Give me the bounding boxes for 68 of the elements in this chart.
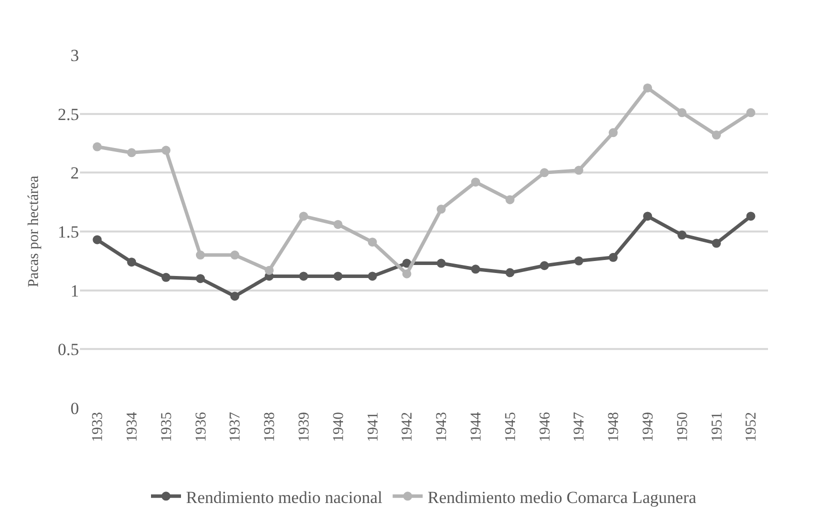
point xyxy=(402,269,412,278)
point xyxy=(230,292,240,301)
point xyxy=(506,268,514,278)
x-tick-label: 1949 xyxy=(640,412,656,442)
y-tick-label: 1 xyxy=(70,281,79,300)
point xyxy=(436,204,446,214)
point xyxy=(127,258,136,267)
x-tick-label: 1946 xyxy=(537,412,554,442)
point xyxy=(368,272,377,281)
point xyxy=(471,264,480,274)
point xyxy=(643,212,652,221)
point xyxy=(574,256,584,266)
point xyxy=(574,166,584,175)
point xyxy=(127,148,136,158)
x-tick-label: 1948 xyxy=(606,412,622,442)
point xyxy=(92,235,102,244)
y-tick-label: 0.5 xyxy=(58,340,79,360)
point xyxy=(299,212,308,221)
x-tick-label: 1943 xyxy=(434,412,450,442)
point xyxy=(471,178,480,187)
x-tick-label: 1947 xyxy=(572,412,588,442)
point xyxy=(608,128,618,138)
point xyxy=(230,250,240,260)
x-tick-label: 1952 xyxy=(744,412,760,442)
x-tick-label: 1940 xyxy=(330,412,347,442)
x-tick-label: 1939 xyxy=(296,412,312,442)
legend-label: Rendimiento medio nacional xyxy=(186,488,383,507)
x-tick-label: 1937 xyxy=(228,412,244,442)
x-tick-label: 1951 xyxy=(709,412,726,442)
point xyxy=(678,108,686,118)
point xyxy=(162,272,170,282)
legend-label: Rendimiento medio Comarca Lagunera xyxy=(428,488,697,507)
x-tick-label: 1945 xyxy=(502,412,519,442)
point xyxy=(506,195,514,204)
point xyxy=(746,108,756,118)
y-tick-label: 0 xyxy=(70,398,79,418)
point xyxy=(92,142,102,152)
point xyxy=(196,250,205,260)
y-tick-label: 2.5 xyxy=(58,104,79,124)
point xyxy=(643,83,652,92)
point xyxy=(162,146,170,155)
point xyxy=(678,230,686,240)
point xyxy=(196,274,205,284)
point xyxy=(608,252,618,262)
point xyxy=(540,168,549,178)
point xyxy=(368,238,377,247)
point xyxy=(712,130,721,140)
point xyxy=(299,272,308,281)
x-tick-label: 1934 xyxy=(124,412,140,442)
point xyxy=(264,266,274,275)
point xyxy=(334,220,342,229)
point xyxy=(712,238,721,248)
x-tick-label: 1944 xyxy=(468,412,484,442)
y-tick-label: 2 xyxy=(70,164,79,183)
x-tick-label: 1938 xyxy=(262,412,278,442)
point xyxy=(436,258,446,268)
y-axis-title: Pacas por hectárea xyxy=(26,175,42,288)
x-tick-label: 1950 xyxy=(674,412,691,442)
x-tick-label: 1942 xyxy=(400,412,416,442)
y-tick-label: 3 xyxy=(70,46,79,65)
point xyxy=(540,261,549,270)
x-tick-label: 1933 xyxy=(90,412,106,442)
x-tick-label: 1936 xyxy=(193,412,210,442)
point xyxy=(746,212,756,221)
y-tick-label: 1.5 xyxy=(58,222,79,242)
x-tick-label: 1941 xyxy=(365,412,382,442)
point xyxy=(334,272,342,281)
x-tick-label: 1935 xyxy=(158,412,175,442)
